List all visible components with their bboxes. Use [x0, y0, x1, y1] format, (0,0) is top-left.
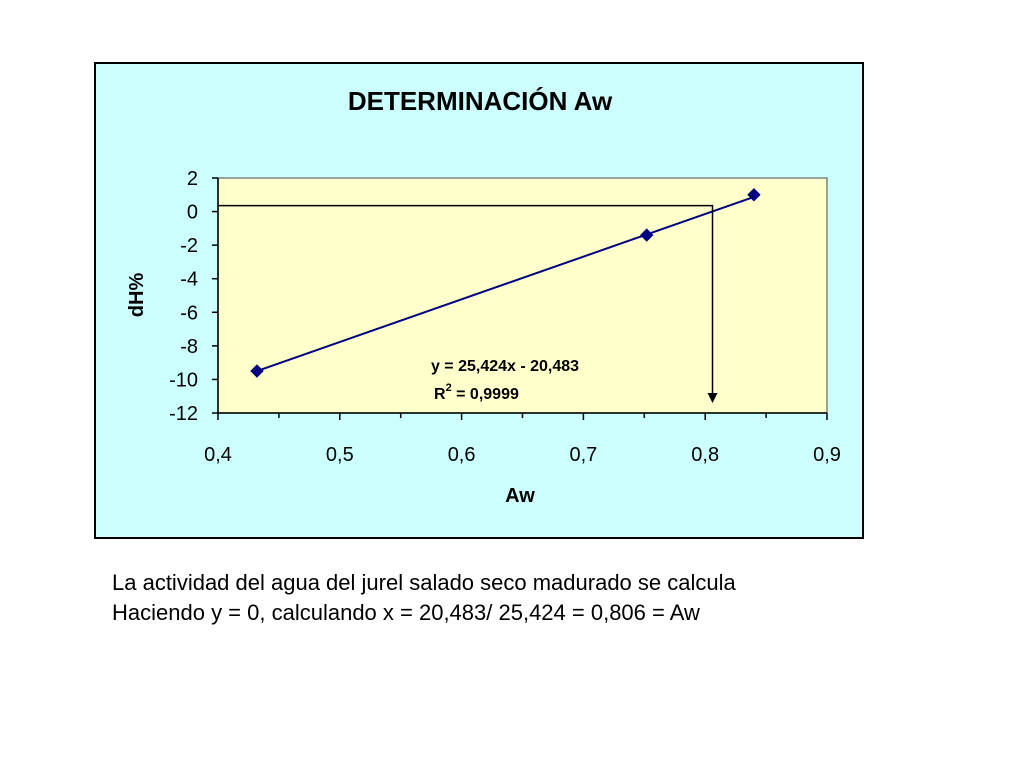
y-tick-label: -4	[180, 269, 198, 291]
trendline	[256, 195, 755, 372]
x-tick-label: 0,6	[448, 444, 476, 466]
y-tick-label: -2	[180, 235, 198, 257]
x-axis-label: Aw	[505, 485, 535, 507]
data-point	[747, 188, 761, 202]
plot-area	[217, 177, 828, 414]
y-axis-label: dH%	[126, 273, 148, 318]
x-tick-label: 0,8	[691, 444, 719, 466]
y-tick-label: -10	[169, 369, 198, 391]
caption-line-2: Haciendo y = 0, calculando x = 20,483/ 2…	[112, 600, 700, 625]
y-tick-label: -8	[180, 336, 198, 358]
x-tick-label: 0,5	[326, 444, 354, 466]
r-squared-value: = 0,9999	[452, 386, 519, 403]
x-tick-label: 0,9	[813, 444, 841, 466]
y-tick-label: -6	[180, 302, 198, 324]
data-marks	[218, 188, 761, 403]
caption-line-1: La actividad del agua del jurel salado s…	[112, 570, 736, 595]
x-tick-label: 0,4	[204, 444, 232, 466]
y-tick-label: 2	[187, 168, 198, 190]
annotation-arrowhead	[707, 393, 718, 403]
data-point	[250, 364, 264, 378]
r-squared-superscript: 2	[446, 382, 452, 394]
trendline-equation: y = 25,424x - 20,483	[431, 358, 579, 375]
chart-title: DETERMINACIÓN Aw	[348, 86, 613, 116]
x-tick-label: 0,7	[569, 444, 597, 466]
r-squared-prefix: R	[434, 386, 446, 403]
y-tick-label: -12	[169, 403, 198, 425]
annotation-guide-line	[218, 204, 714, 395]
r-squared-label: R2 = 0,9999	[434, 382, 519, 403]
axes: 2 0 -2 -4 -6 -8 -10 -12 0,4 0,5 0,6 0,7 0,8 0,9	[169, 168, 841, 466]
data-point	[640, 228, 654, 242]
y-tick-label: 0	[187, 202, 198, 224]
caption: La actividad del agua del jurel salado s…	[112, 568, 736, 628]
